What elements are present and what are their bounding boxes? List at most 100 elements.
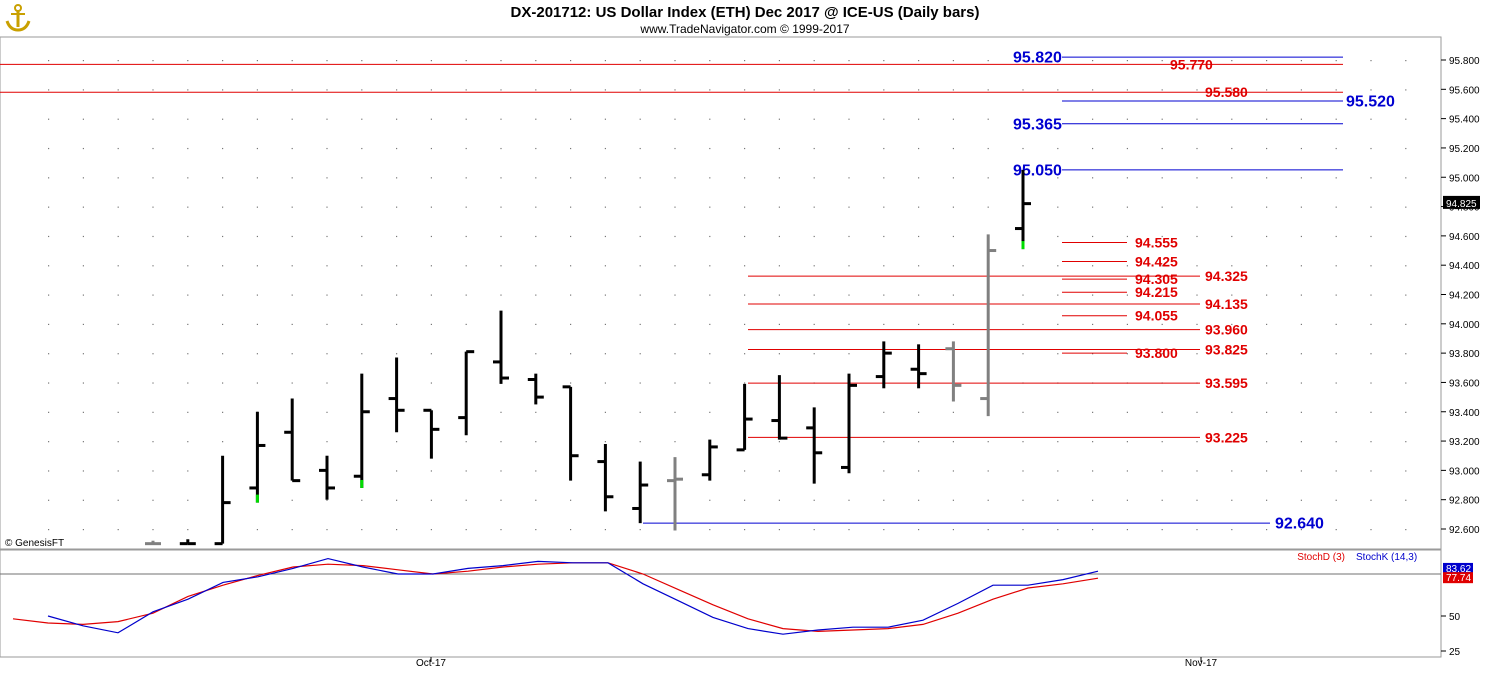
grid-dot	[82, 441, 84, 443]
grid-dot	[883, 441, 885, 443]
grid-dot	[883, 323, 885, 326]
grid-dot	[1266, 529, 1268, 531]
grid-dot	[1022, 89, 1024, 91]
grid-dot	[1196, 529, 1198, 531]
level-label-94.425: 94.425	[1135, 253, 1178, 269]
grid-dot	[1300, 294, 1302, 296]
grid-dot	[604, 60, 606, 62]
grid-dot	[152, 89, 154, 91]
grid-dot	[1231, 441, 1233, 443]
price-levels: 95.820 95.770 95.580 95.520 95.365 95.050 94.5…	[0, 50, 1395, 533]
level-label-93.225: 93.225	[1205, 429, 1248, 445]
grid-dot	[918, 206, 920, 208]
grid-dot	[465, 441, 467, 443]
grid-dot	[326, 235, 328, 238]
grid-dot	[1126, 60, 1128, 62]
y-tick-label: 93.200	[1449, 437, 1480, 448]
grid-dot	[813, 499, 815, 501]
grid-dot	[48, 382, 50, 384]
grid-dot	[918, 147, 920, 150]
grid-dot	[187, 147, 189, 150]
grid-dot	[430, 206, 432, 208]
grid-dot	[883, 60, 885, 62]
grid-dot	[1196, 499, 1198, 501]
grid-dot	[1231, 60, 1233, 62]
grid-dot	[570, 235, 572, 238]
grid-dot	[430, 470, 432, 472]
grid-dot	[987, 147, 989, 150]
grid-dot	[674, 353, 676, 355]
grid-dot	[48, 265, 50, 267]
grid-dot	[744, 235, 746, 238]
ohlc-bar	[493, 310, 509, 384]
grid-dot	[465, 177, 467, 179]
grid-dot	[291, 323, 293, 326]
grid-dot	[987, 60, 989, 62]
grid-dot	[430, 60, 432, 62]
stoch-line-d	[12, 562, 1099, 633]
grid-dot	[639, 441, 641, 443]
grid-dot	[918, 529, 920, 531]
grid-dot	[709, 382, 711, 384]
grid-dot	[883, 118, 885, 120]
grid-dot	[1370, 441, 1372, 443]
ohlc-bar	[910, 344, 927, 389]
grid-dot	[1266, 118, 1268, 120]
grid-dot	[48, 206, 50, 208]
grid-dot	[1092, 89, 1094, 91]
grid-dot	[1231, 118, 1233, 120]
grid-dot	[1196, 235, 1198, 238]
grid-dot	[918, 118, 920, 120]
grid-dot	[1370, 60, 1372, 62]
grid-dot	[1266, 294, 1268, 296]
ohlc-bar	[771, 375, 788, 440]
grid-dot	[291, 118, 293, 120]
grid-dot	[570, 499, 572, 501]
grid-dot	[1231, 499, 1233, 501]
grid-dot	[1231, 177, 1233, 179]
grid-dot	[1370, 118, 1372, 120]
grid-dot	[952, 206, 954, 208]
grid-dot	[291, 382, 293, 384]
grid-dot	[674, 382, 676, 384]
grid-dot	[396, 89, 398, 91]
grid-dot	[848, 60, 850, 62]
level-label-95.050: 95.050	[1013, 163, 1062, 180]
grid-dot	[987, 177, 989, 179]
grid-dot	[918, 499, 920, 501]
grid-dot	[1370, 265, 1372, 267]
grid-dot	[1092, 118, 1094, 120]
price-y-axis: 95.80095.60095.40095.20095.00094.80094.6…	[1441, 56, 1480, 536]
grid-dot	[465, 294, 467, 296]
grid-dot	[674, 323, 676, 326]
anchor-icon	[5, 4, 31, 32]
grid-dot	[291, 499, 293, 501]
grid-dot	[222, 206, 224, 208]
grid-dot	[848, 265, 850, 267]
grid-dot	[1335, 177, 1337, 179]
grid-dot	[744, 60, 746, 62]
grid-dot	[187, 411, 189, 413]
grid-dot	[222, 265, 224, 267]
grid-dot	[848, 206, 850, 208]
grid-dot	[778, 265, 780, 267]
grid-dot	[187, 353, 189, 355]
level-label-95.365: 95.365	[1013, 116, 1062, 133]
level-label-94.555: 94.555	[1135, 234, 1178, 250]
grid-dot	[361, 177, 363, 179]
grid-dot	[1405, 323, 1407, 326]
grid-dot	[465, 265, 467, 267]
grid-dot	[604, 206, 606, 208]
grid-dot	[396, 441, 398, 443]
last-price-box	[1443, 195, 1480, 209]
x-tick-label: Nov-17	[1185, 658, 1218, 669]
grid-dot	[1161, 118, 1163, 120]
grid-dot	[1092, 235, 1094, 238]
grid-dot	[48, 323, 50, 326]
grid-dot	[604, 382, 606, 384]
grid-dot	[1405, 411, 1407, 413]
grid-dot	[1300, 470, 1302, 472]
ohlc-bar	[980, 234, 997, 417]
grid-dot	[500, 441, 502, 443]
grid-dot	[1300, 206, 1302, 208]
